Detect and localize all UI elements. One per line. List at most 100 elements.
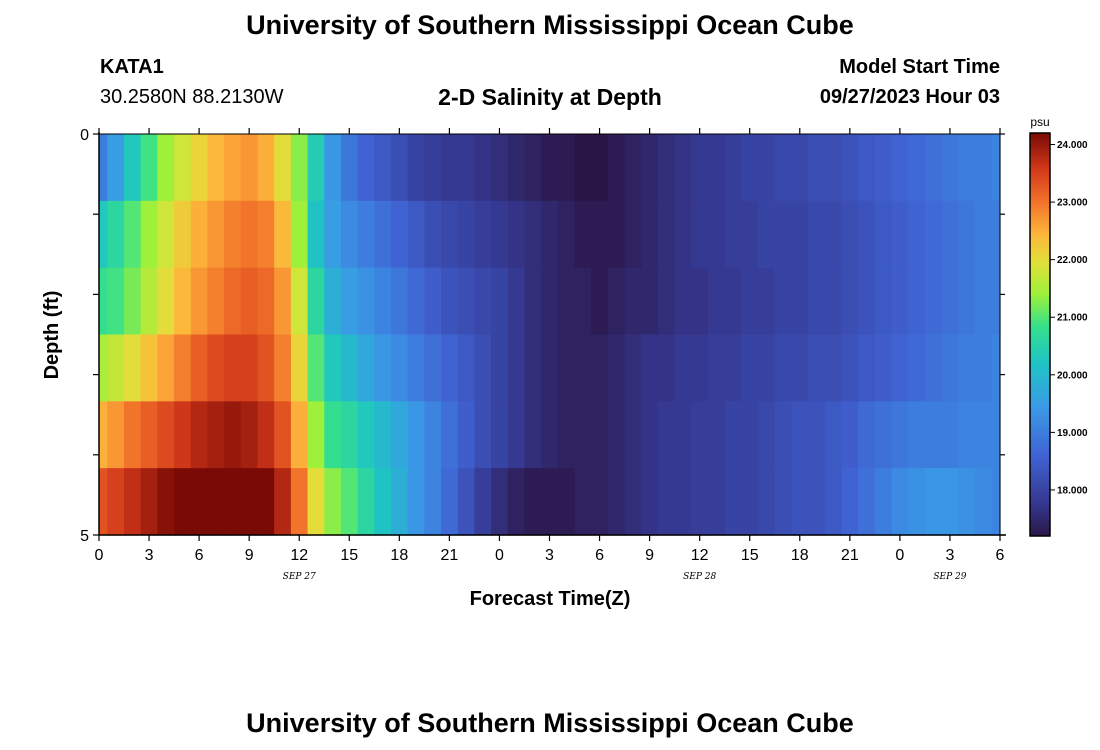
heatmap-cell [891,267,909,336]
heatmap-cell [157,401,175,469]
heatmap-cell [858,334,876,402]
heatmap-cell [808,401,826,469]
heatmap-cell [340,200,359,269]
date-label: SEP 28 [683,572,716,582]
colorbar-tick-label: 21.000 [1057,313,1088,324]
heatmap-cell [557,334,576,402]
heatmap-cell [824,200,843,269]
colorbar-tick-label: 23.000 [1057,198,1088,209]
heatmap-cell [858,200,876,269]
heatmap-cell [207,200,225,269]
heatmap-cell [174,401,192,469]
heatmap-cell [274,200,292,269]
heatmap-cell [307,401,325,469]
model-start-label: Model Start Time [839,56,1000,78]
heatmap-cell [708,468,726,536]
heatmap-cell [841,200,859,269]
heatmap-cell [841,401,859,469]
heatmap-cell [674,401,692,469]
heatmap-cell [290,134,309,202]
heatmap-cell [941,134,959,202]
heatmap-cell [674,468,692,536]
y-axis-title: Depth (ft) [41,291,63,380]
heatmap-cell [591,468,609,536]
heatmap-cell [924,134,943,202]
colorbar-gradient [1029,132,1051,537]
heatmap-cell [991,200,1001,269]
heatmap-cell [507,468,526,536]
heatmap-cell [99,401,108,469]
heatmap-cell [574,200,592,269]
heatmap-cell [390,267,409,336]
x-tick-label: 9 [245,547,254,564]
heatmap-cell [441,134,459,202]
heatmap-cell [190,468,209,536]
heatmap-cell [874,134,893,202]
heatmap-cell [708,401,726,469]
heatmap-cell [791,401,809,469]
heatmap-cell [240,134,259,202]
heatmap-cell [524,267,542,336]
heatmap-cell [107,401,125,469]
heatmap-cell [874,267,893,336]
heatmap-cell [274,334,292,402]
heatmap-cell [858,267,876,336]
x-tick-label: 12 [290,547,308,564]
heatmap-cell [157,468,175,536]
heatmap-cell [257,401,275,469]
heatmap-cell [808,134,826,202]
heatmap-cell [424,267,442,336]
heatmap-cell [441,401,459,469]
heatmap-cell [290,468,309,536]
heatmap-cell [791,468,809,536]
heatmap-cell [124,134,142,202]
heatmap-cell [140,334,158,402]
heatmap-cell [624,134,642,202]
heatmap-cell [858,134,876,202]
heatmap-cell [607,134,626,202]
heatmap-cell [657,401,676,469]
heatmap-cell [691,200,709,269]
heatmap-cell [808,267,826,336]
heatmap-cell [774,401,793,469]
heatmap-cell [624,468,642,536]
heatmap-cell [357,334,375,402]
heatmap-cell [574,401,592,469]
heatmap-cell [340,267,359,336]
heatmap-cell [891,134,909,202]
heatmap-cell [240,334,259,402]
heatmap-cell [858,468,876,536]
heatmap-cell [991,334,1001,402]
heatmap-cell [641,401,659,469]
heatmap-cell [724,468,742,536]
heatmap-cell [741,401,759,469]
heatmap-cell [924,334,943,402]
heatmap-cell [190,200,209,269]
heatmap-cells [99,134,1001,536]
heatmap-cell [407,267,425,336]
heatmap-cell [340,468,359,536]
heatmap-cell [574,134,592,202]
heatmap-cell [474,200,492,269]
heatmap-cell [407,200,425,269]
heatmap-cell [290,267,309,336]
heatmap-cell [224,401,242,469]
heatmap-cell [290,334,309,402]
heatmap-cell [190,267,209,336]
heatmap-cell [758,200,776,269]
y-tick-label: 5 [80,528,89,545]
heatmap-cell [374,267,392,336]
heatmap-cell [991,267,1001,336]
heatmap-cell [824,468,843,536]
heatmap-cell [257,200,275,269]
heatmap-cell [390,401,409,469]
heatmap-cell [307,267,325,336]
heatmap-cell [524,401,542,469]
heatmap-cell [407,334,425,402]
heatmap-cell [491,267,509,336]
heatmap-cell [741,468,759,536]
heatmap-cell [240,468,259,536]
heatmap-cell [791,334,809,402]
heatmap-cell [607,200,626,269]
heatmap-cell [691,267,709,336]
